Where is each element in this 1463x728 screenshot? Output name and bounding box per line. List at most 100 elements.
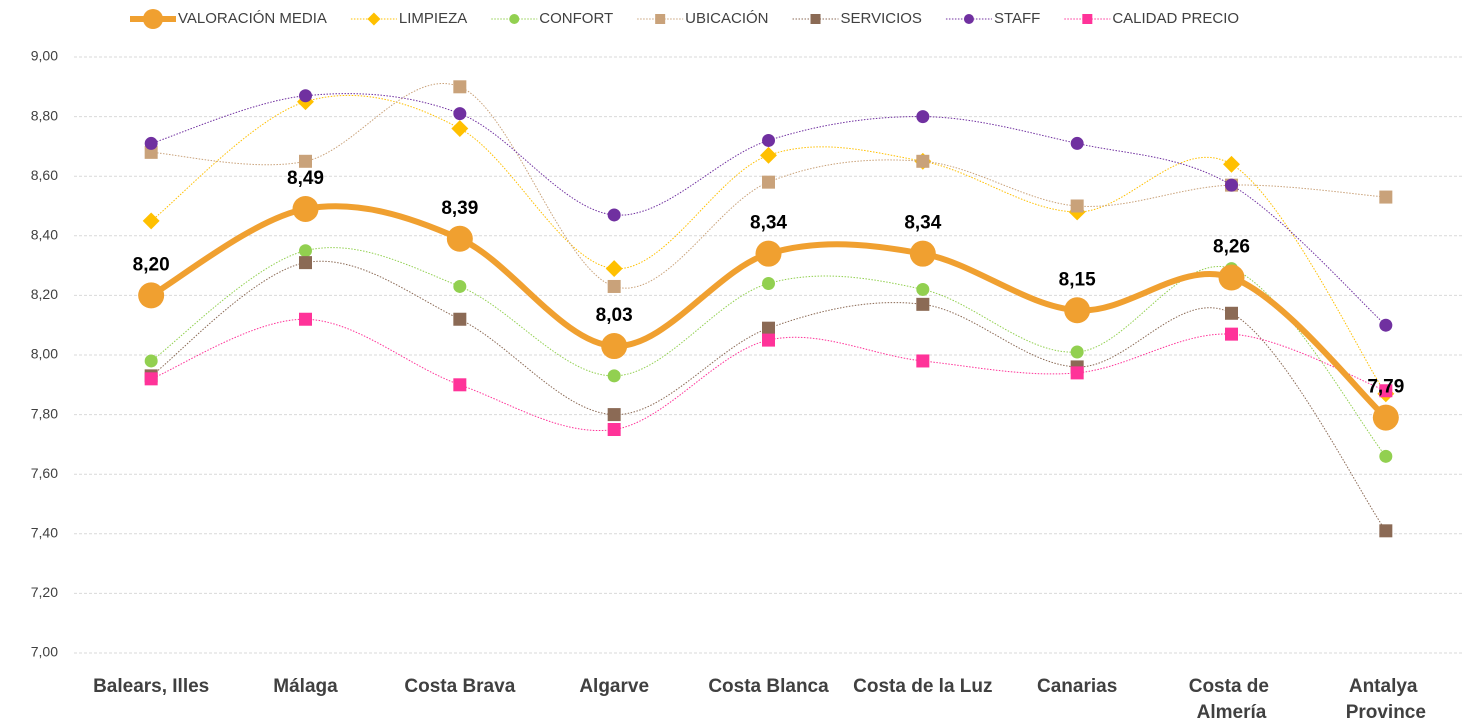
- data-point: [916, 354, 930, 368]
- data-point: [299, 256, 312, 270]
- legend-label: CALIDAD PRECIO: [1112, 10, 1239, 27]
- data-label: 8,20: [133, 254, 170, 275]
- data-point: [299, 244, 312, 258]
- legend-item: STAFF: [945, 10, 1040, 27]
- data-label: 8,03: [596, 305, 633, 326]
- series-line: [151, 93, 1387, 326]
- data-point: [453, 279, 467, 293]
- data-point: [605, 260, 623, 278]
- series-line: [150, 260, 1387, 532]
- series-line: [151, 83, 1386, 289]
- data-point: [1379, 384, 1393, 398]
- data-label: 8,34: [904, 213, 941, 234]
- data-point: [1379, 190, 1393, 204]
- legend-swatch-marker: [367, 12, 381, 26]
- data-point: [453, 378, 467, 392]
- data-label: 8,34: [750, 213, 787, 234]
- legend-label: LIMPIEZA: [399, 10, 467, 27]
- y-tick-label: 7,60: [31, 465, 58, 481]
- y-tick-label: 8,60: [31, 167, 58, 183]
- data-label: 8,26: [1213, 237, 1250, 258]
- data-point: [1372, 404, 1399, 431]
- data-point: [607, 423, 621, 436]
- data-point: [1225, 178, 1238, 192]
- data-point: [916, 154, 930, 168]
- data-point: [138, 282, 165, 309]
- data-point: [762, 276, 775, 290]
- series-line: [149, 203, 1388, 420]
- legend-label: VALORACIÓN MEDIA: [178, 10, 327, 27]
- data-point: [299, 154, 312, 168]
- x-tick-label: Antalya Province: [1346, 676, 1426, 723]
- data-point: [916, 297, 930, 311]
- x-tick-label: Costa de la Luz: [853, 676, 992, 697]
- data-point: [909, 240, 936, 267]
- data-point: [1064, 297, 1091, 324]
- data-point: [755, 240, 782, 267]
- data-point: [762, 133, 775, 147]
- x-tick-label: Balears, Illes: [93, 676, 209, 697]
- y-tick-label: 9,00: [31, 48, 58, 64]
- data-point: [142, 212, 160, 230]
- data-point: [760, 146, 777, 164]
- data-point: [607, 408, 621, 422]
- y-tick-label: 7,80: [31, 405, 58, 421]
- legend-item: LIMPIEZA: [350, 10, 467, 27]
- data-point: [1070, 136, 1084, 150]
- data-point: [446, 225, 473, 252]
- data-point: [762, 175, 775, 189]
- legend-swatch-marker: [655, 14, 666, 24]
- data-point: [144, 372, 158, 386]
- legend-swatch-marker: [143, 9, 163, 29]
- legend-swatch-marker: [810, 14, 821, 24]
- data-point: [607, 279, 621, 293]
- data-point: [299, 312, 312, 326]
- y-tick-label: 7,00: [31, 644, 58, 660]
- data-point: [1379, 524, 1393, 538]
- data-point: [762, 321, 775, 335]
- y-tick-label: 8,00: [31, 346, 58, 362]
- data-point: [601, 333, 628, 360]
- data-point: [607, 208, 621, 222]
- legend-swatch-marker: [1082, 14, 1093, 24]
- y-tick-label: 8,40: [31, 227, 58, 243]
- data-point: [144, 145, 158, 159]
- data-point: [1225, 306, 1238, 320]
- series-line: [150, 94, 1387, 395]
- data-point: [1218, 264, 1245, 291]
- data-point: [1379, 449, 1393, 463]
- legend-item: CALIDAD PRECIO: [1064, 10, 1239, 27]
- y-tick-label: 7,20: [31, 584, 58, 600]
- x-tick-label: Costa Brava: [404, 676, 515, 697]
- data-point: [453, 312, 467, 326]
- legend-label: SERVICIOS: [841, 10, 922, 27]
- data-point: [1070, 199, 1084, 213]
- legend-item: VALORACIÓN MEDIA: [130, 9, 327, 29]
- data-point: [916, 110, 930, 124]
- legend-label: CONFORT: [539, 10, 613, 27]
- legend-label: STAFF: [994, 10, 1040, 27]
- data-label: 8,39: [441, 198, 478, 219]
- data-point: [299, 89, 312, 103]
- x-tick-label: Costa Blanca: [708, 676, 829, 697]
- data-point: [607, 369, 621, 383]
- data-label: 7,79: [1367, 377, 1404, 398]
- data-point: [144, 136, 158, 150]
- data-label: 8,15: [1059, 269, 1096, 290]
- legend-item: CONFORT: [491, 10, 613, 27]
- x-tick-label: Canarias: [1037, 676, 1117, 697]
- data-label: 8,49: [287, 168, 324, 189]
- y-tick-label: 8,80: [31, 107, 58, 123]
- data-point: [1070, 366, 1084, 380]
- data-point: [453, 107, 467, 121]
- data-point: [144, 354, 158, 368]
- data-point: [1225, 327, 1238, 341]
- y-tick-label: 7,40: [31, 525, 58, 541]
- x-tick-label: Costa de Almería: [1189, 676, 1275, 723]
- data-point: [916, 282, 930, 296]
- data-point: [1223, 155, 1240, 173]
- legend-label: UBICACIÓN: [685, 10, 768, 27]
- data-point: [1379, 318, 1393, 332]
- x-tick-label: Algarve: [579, 676, 649, 697]
